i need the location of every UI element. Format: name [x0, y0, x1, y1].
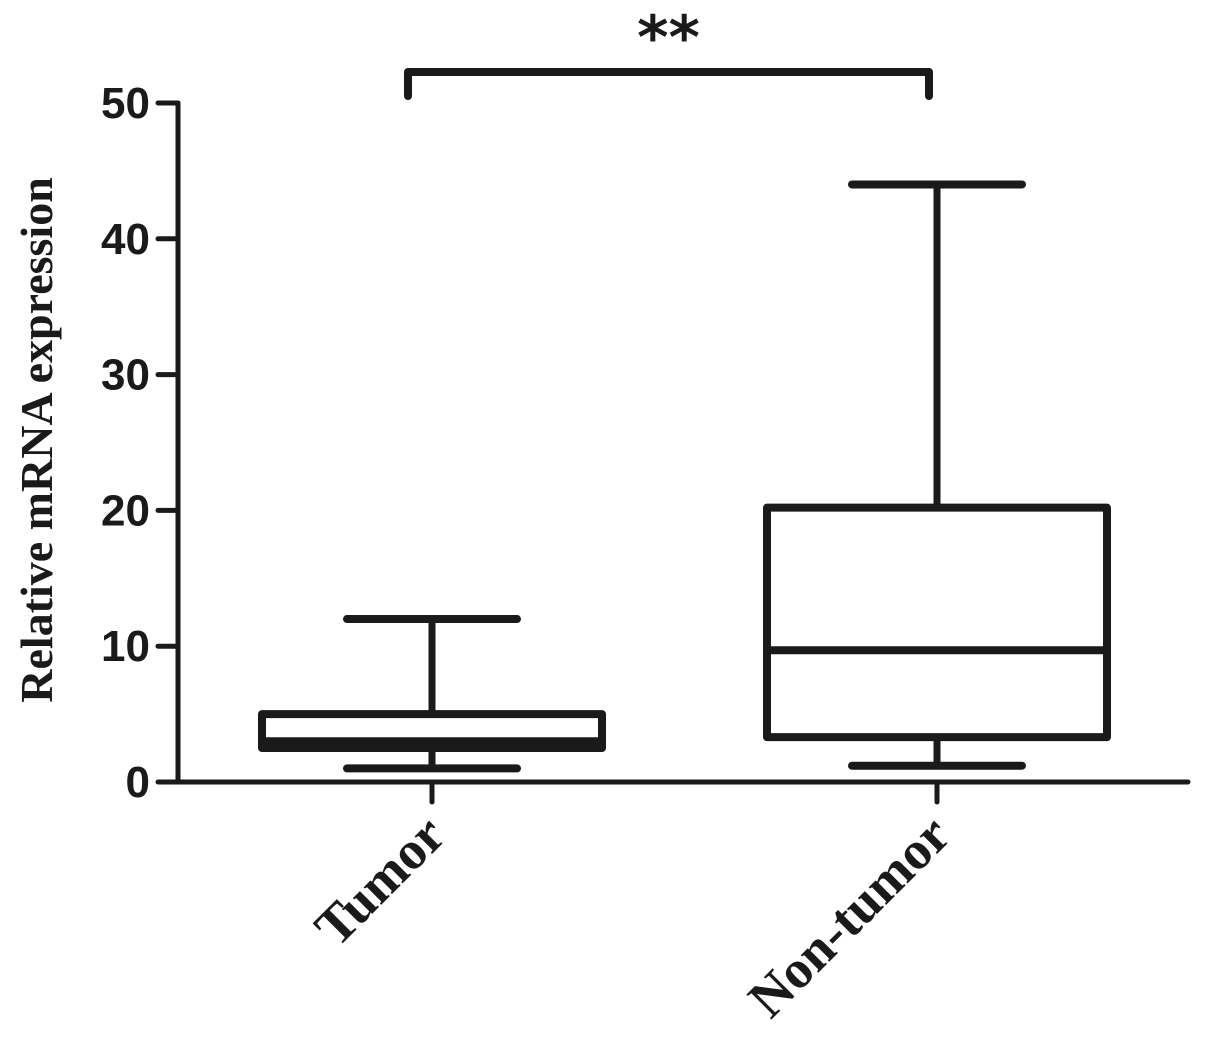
significance-bracket [404, 68, 933, 100]
box-non-tumor [763, 180, 1111, 770]
boxes [258, 180, 1111, 773]
box-tumor [258, 615, 606, 773]
x-tick-label-non-tumor: Non-tumor [737, 804, 962, 1029]
significance-label: ** [637, 3, 700, 73]
significance-annotation: ** [404, 3, 933, 100]
y-tick-label-20: 20 [101, 486, 150, 535]
y-tick-label-30: 30 [101, 351, 150, 400]
axes: 0 10 20 30 40 50 Tumor Non-tumor [101, 79, 1191, 1029]
x-tick-label-tumor: Tumor [303, 804, 456, 957]
box-rect-non-tumor [763, 503, 1111, 742]
y-tick-label-10: 10 [101, 622, 150, 671]
y-axis-label: Relative mRNA expression [11, 177, 62, 703]
box-rect-tumor [258, 710, 606, 753]
y-tick-label-50: 50 [101, 79, 150, 128]
y-tick-label-0: 0 [126, 758, 150, 807]
y-tick-label-40: 40 [101, 215, 150, 264]
